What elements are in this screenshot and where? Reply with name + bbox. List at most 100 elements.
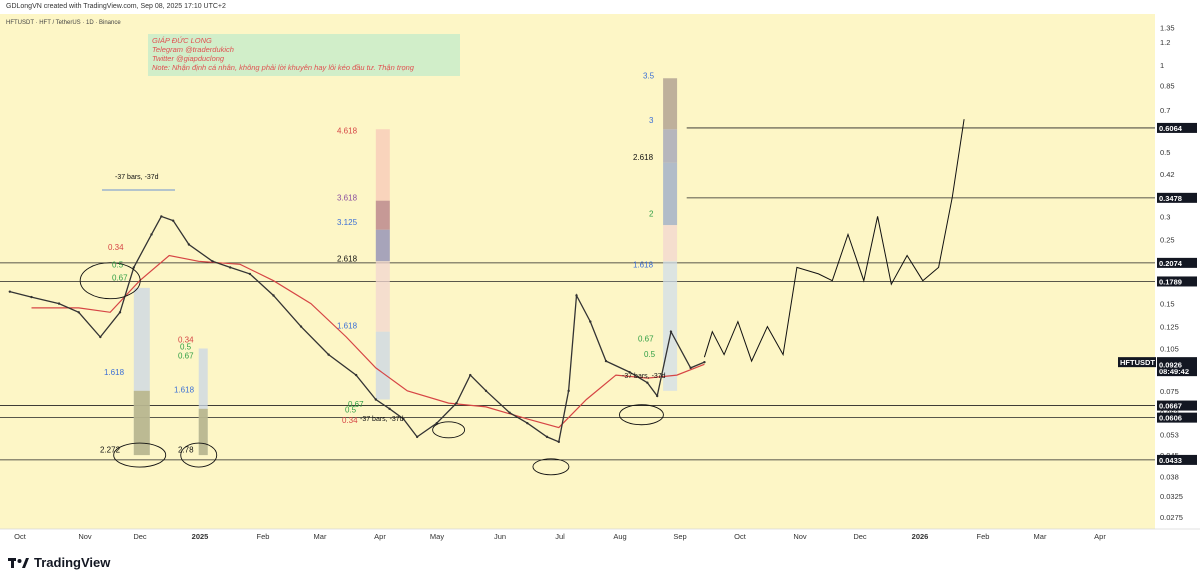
y-tick-label: 0.7 (1160, 106, 1170, 115)
note-line: Telegram @traderdukich (152, 45, 234, 54)
price-point (689, 366, 692, 370)
fib-zone-mid-lower (375, 261, 390, 332)
price-label: 0.0667 (1159, 402, 1182, 411)
price-point (703, 360, 706, 364)
price-point (57, 302, 61, 305)
fib-zone-mid-top (375, 129, 390, 201)
x-tick-label: Nov (793, 532, 807, 541)
y-tick-label: 1.2 (1160, 38, 1170, 47)
fib-zone-left2-lower (198, 408, 208, 456)
fib-label: 3.618 (337, 194, 358, 203)
y-tick-label: 1 (1160, 61, 1164, 70)
symbol-line: HFTUSDT · HFT / TetherUS · 1D · Binance (6, 20, 121, 26)
fib-zone-right-band2 (663, 162, 678, 226)
price-point (211, 260, 214, 263)
price-label: 0.0926 (1159, 360, 1182, 369)
price-point (646, 381, 649, 384)
price-point (77, 311, 80, 314)
fib-label: 1.618 (174, 386, 195, 395)
annotation-ellipse (432, 421, 466, 439)
ma-line (31, 254, 705, 429)
price-point (469, 373, 472, 377)
price-label-box (1157, 412, 1197, 423)
annotation-ellipse (180, 442, 218, 468)
price-point (567, 389, 570, 393)
price-chart[interactable]: HFTUSDT · HFT / TetherUS · 1D · Binance G… (0, 14, 1200, 544)
x-tick-label: Jul (555, 532, 565, 541)
x-tick-label: Dec (853, 532, 867, 541)
x-tick-label: Oct (14, 532, 27, 541)
x-tick-label: Sep (673, 532, 686, 541)
fib-label: 0.67 (178, 351, 194, 360)
fib-label: 1.618 (337, 322, 358, 331)
price-label-box (1157, 400, 1197, 411)
fib-label: 0.5 (180, 343, 192, 352)
price-label: HFTUSDT (1120, 358, 1155, 367)
price-label-box (1157, 366, 1197, 377)
price-point (8, 290, 12, 293)
footer: TradingView (0, 549, 1200, 579)
fib-zone-mid-base (375, 331, 390, 400)
price-label-box (1157, 122, 1197, 133)
y-tick-label: 0.3 (1160, 212, 1170, 221)
price-label-box (1157, 359, 1197, 370)
price-label-box (1157, 192, 1197, 203)
fib-label: 0.34 (108, 243, 124, 252)
price-point (132, 266, 135, 269)
fib-label: 2.618 (633, 153, 654, 162)
price-point (545, 435, 549, 439)
price-point (508, 411, 511, 414)
price-point (455, 401, 458, 405)
fib-zone-right-band (663, 129, 678, 163)
price-label: 0.6064 (1159, 124, 1183, 133)
fib-label: 3.125 (337, 218, 358, 227)
x-tick-label: Feb (257, 532, 270, 541)
y-tick-label: 0.42 (1160, 170, 1175, 179)
fib-label: 0.34 (178, 336, 194, 345)
y-tick-label: 1.35 (1160, 23, 1175, 32)
price-label: 0.1789 (1159, 277, 1182, 286)
fib-label: 2.618 (337, 254, 358, 263)
price-label: 0.0433 (1159, 456, 1182, 465)
fib-label: 2.78 (178, 445, 194, 454)
fib-label: 0.5 (644, 350, 656, 359)
tradingview-brand[interactable]: TradingView (8, 555, 110, 570)
fib-zone-left2 (198, 348, 208, 456)
price-point (150, 233, 153, 236)
fib-label: 0.5 (112, 260, 124, 269)
y-tick-label: 0.85 (1160, 81, 1175, 90)
price-point (118, 311, 122, 314)
x-tick-label: May (430, 532, 444, 541)
price-label: 0.3478 (1159, 194, 1182, 203)
chart-area[interactable]: HFTUSDT · HFT / TetherUS · 1D · Binance G… (0, 14, 1200, 544)
price-point (669, 330, 673, 333)
fib-label: 4.618 (337, 127, 358, 136)
price-point (484, 389, 488, 393)
price-point (557, 440, 561, 444)
fib-zone-mid-band2 (375, 229, 390, 262)
price-point (628, 370, 631, 374)
price-point (327, 353, 330, 356)
annotation-ellipse (79, 262, 141, 300)
price-point (160, 215, 163, 218)
x-tick-label: Aug (613, 532, 626, 541)
price-point (604, 359, 608, 363)
annotation-ellipse (113, 442, 167, 468)
y-tick-label: 0.053 (1160, 430, 1179, 439)
fib-label: 3.5 (643, 71, 655, 80)
measure-label: -37 bars, -37d (360, 416, 404, 423)
fib-label: 2.272 (100, 445, 121, 454)
fib-label: 2 (649, 209, 654, 218)
price-label-box (1157, 276, 1197, 287)
measure-label: -37 bars, -37d (622, 373, 666, 380)
x-tick-label: Mar (314, 532, 327, 541)
price-point (187, 243, 191, 246)
note-box (148, 34, 460, 76)
note-line: Twitter @giapduclong (152, 54, 225, 63)
annotation-ellipse (532, 458, 570, 476)
y-tick-label: 0.15 (1160, 300, 1175, 309)
fib-zone-left-lower (133, 390, 150, 456)
price-point (171, 219, 175, 222)
x-tick-label: Feb (977, 532, 990, 541)
x-tick-label: 2026 (912, 532, 929, 541)
